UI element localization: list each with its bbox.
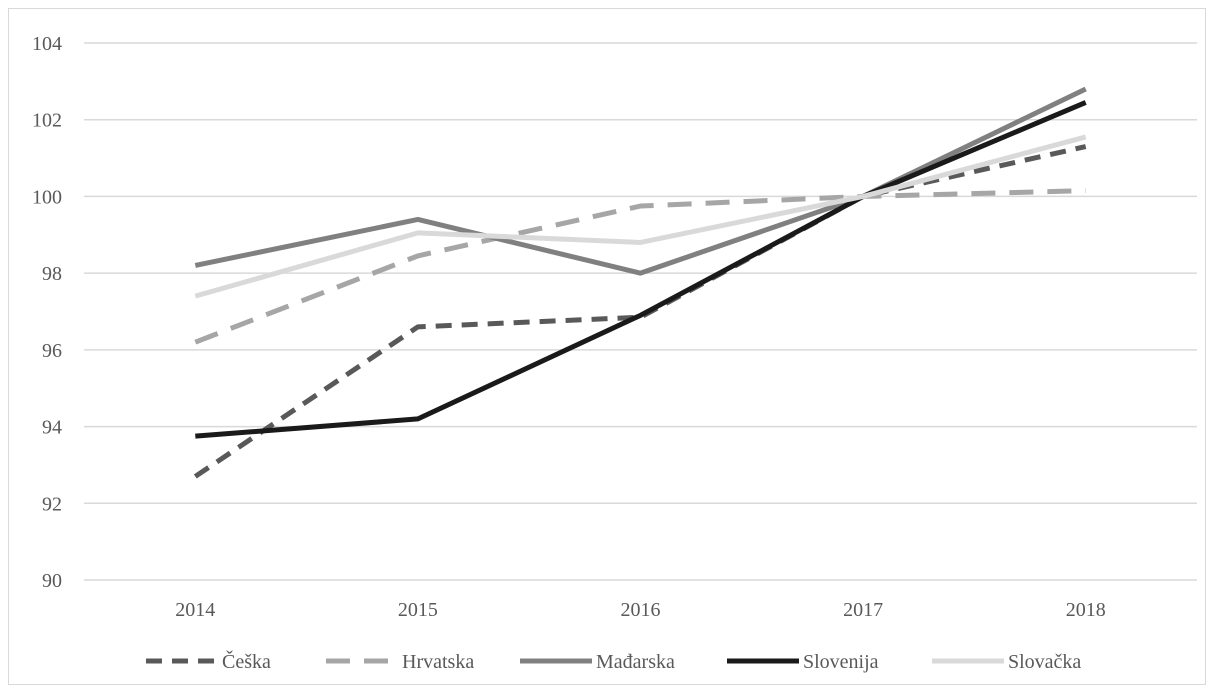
series-line-0 xyxy=(193,144,1087,479)
legend-label: Hrvatska xyxy=(402,651,474,673)
legend-label: Slovačka xyxy=(1008,651,1081,673)
x-tick-label: 2018 xyxy=(1066,599,1106,621)
y-tick-label: 100 xyxy=(32,186,62,208)
x-tick-label: 2016 xyxy=(621,599,661,621)
legend: Češka Hrvatska Mađarska Slovenija Slovačka xyxy=(146,649,1081,673)
x-tick-label: 2014 xyxy=(175,599,215,621)
series-line-3 xyxy=(195,100,1087,439)
y-tick-label: 94 xyxy=(42,417,62,439)
series-line-1 xyxy=(194,188,1086,345)
series-lines xyxy=(193,86,1087,479)
chart-frame xyxy=(8,8,1206,685)
y-tick-label: 92 xyxy=(42,493,62,515)
x-axis-ticks: 2014 2015 2016 2017 2018 xyxy=(175,599,1105,621)
x-tick-label: 2017 xyxy=(843,599,883,621)
y-tick-label: 96 xyxy=(42,340,62,362)
y-axis-ticks: 90 92 94 96 98 100 102 104 xyxy=(32,33,62,592)
y-tick-label: 90 xyxy=(42,570,62,592)
legend-label: Mađarska xyxy=(596,651,675,673)
legend-label: Slovenija xyxy=(803,651,879,673)
series-line-4 xyxy=(194,134,1087,299)
series-line-2 xyxy=(194,86,1087,276)
legend-label: Češka xyxy=(222,649,271,673)
y-tick-label: 104 xyxy=(32,33,62,55)
x-tick-label: 2015 xyxy=(398,599,438,621)
y-tick-label: 98 xyxy=(42,263,62,285)
y-tick-label: 102 xyxy=(32,110,62,132)
